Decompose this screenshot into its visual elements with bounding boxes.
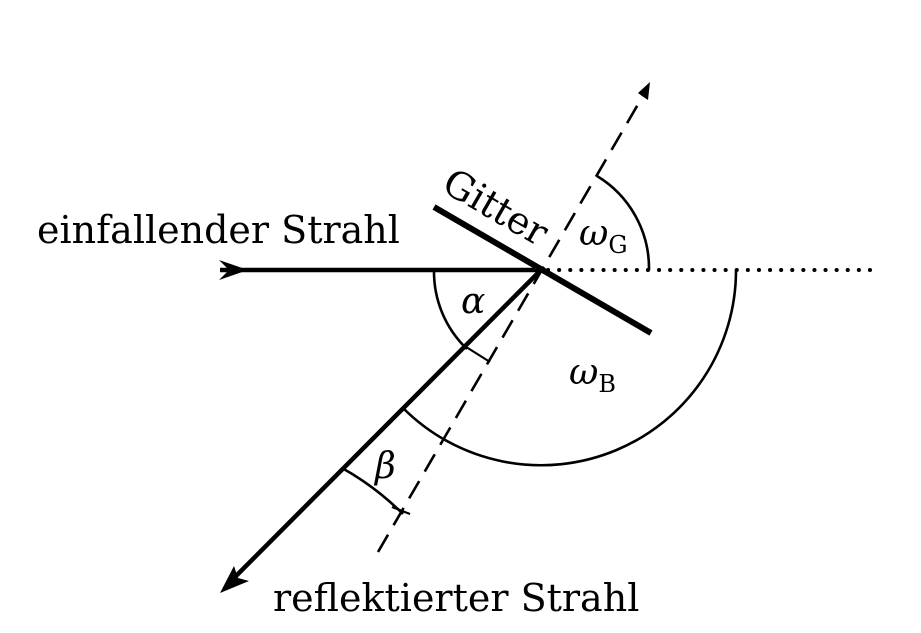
- omega-g-subscript: G: [608, 231, 627, 259]
- beta-label: β: [373, 446, 396, 487]
- alpha-arc-tick: [462, 344, 491, 363]
- beta-arc-tick: [391, 505, 411, 516]
- omega-b-subscript: B: [598, 370, 616, 398]
- normal-arrowhead: [638, 82, 650, 100]
- omega-b-symbol: ω: [569, 352, 598, 393]
- alpha-angle-arc: [432, 269, 468, 350]
- grating-normal-dashed-line: [376, 93, 646, 553]
- omega-g-angle-arc: [596, 174, 651, 271]
- incident-ray-label: einfallender Strahl: [37, 208, 400, 252]
- alpha-label: α: [461, 281, 485, 322]
- omega-b-label: ωB: [569, 352, 616, 398]
- reflected-ray-label: reflektierter Strahl: [273, 576, 639, 620]
- reflected-ray-line: [230, 268, 543, 582]
- reflected-ray-arrowhead: [220, 566, 249, 593]
- omega-g-symbol: ω: [579, 213, 608, 254]
- incident-ray-arrowhead: [219, 260, 248, 280]
- omega-b-angle-arc: [402, 269, 738, 467]
- omega-g-label: ωG: [579, 213, 628, 259]
